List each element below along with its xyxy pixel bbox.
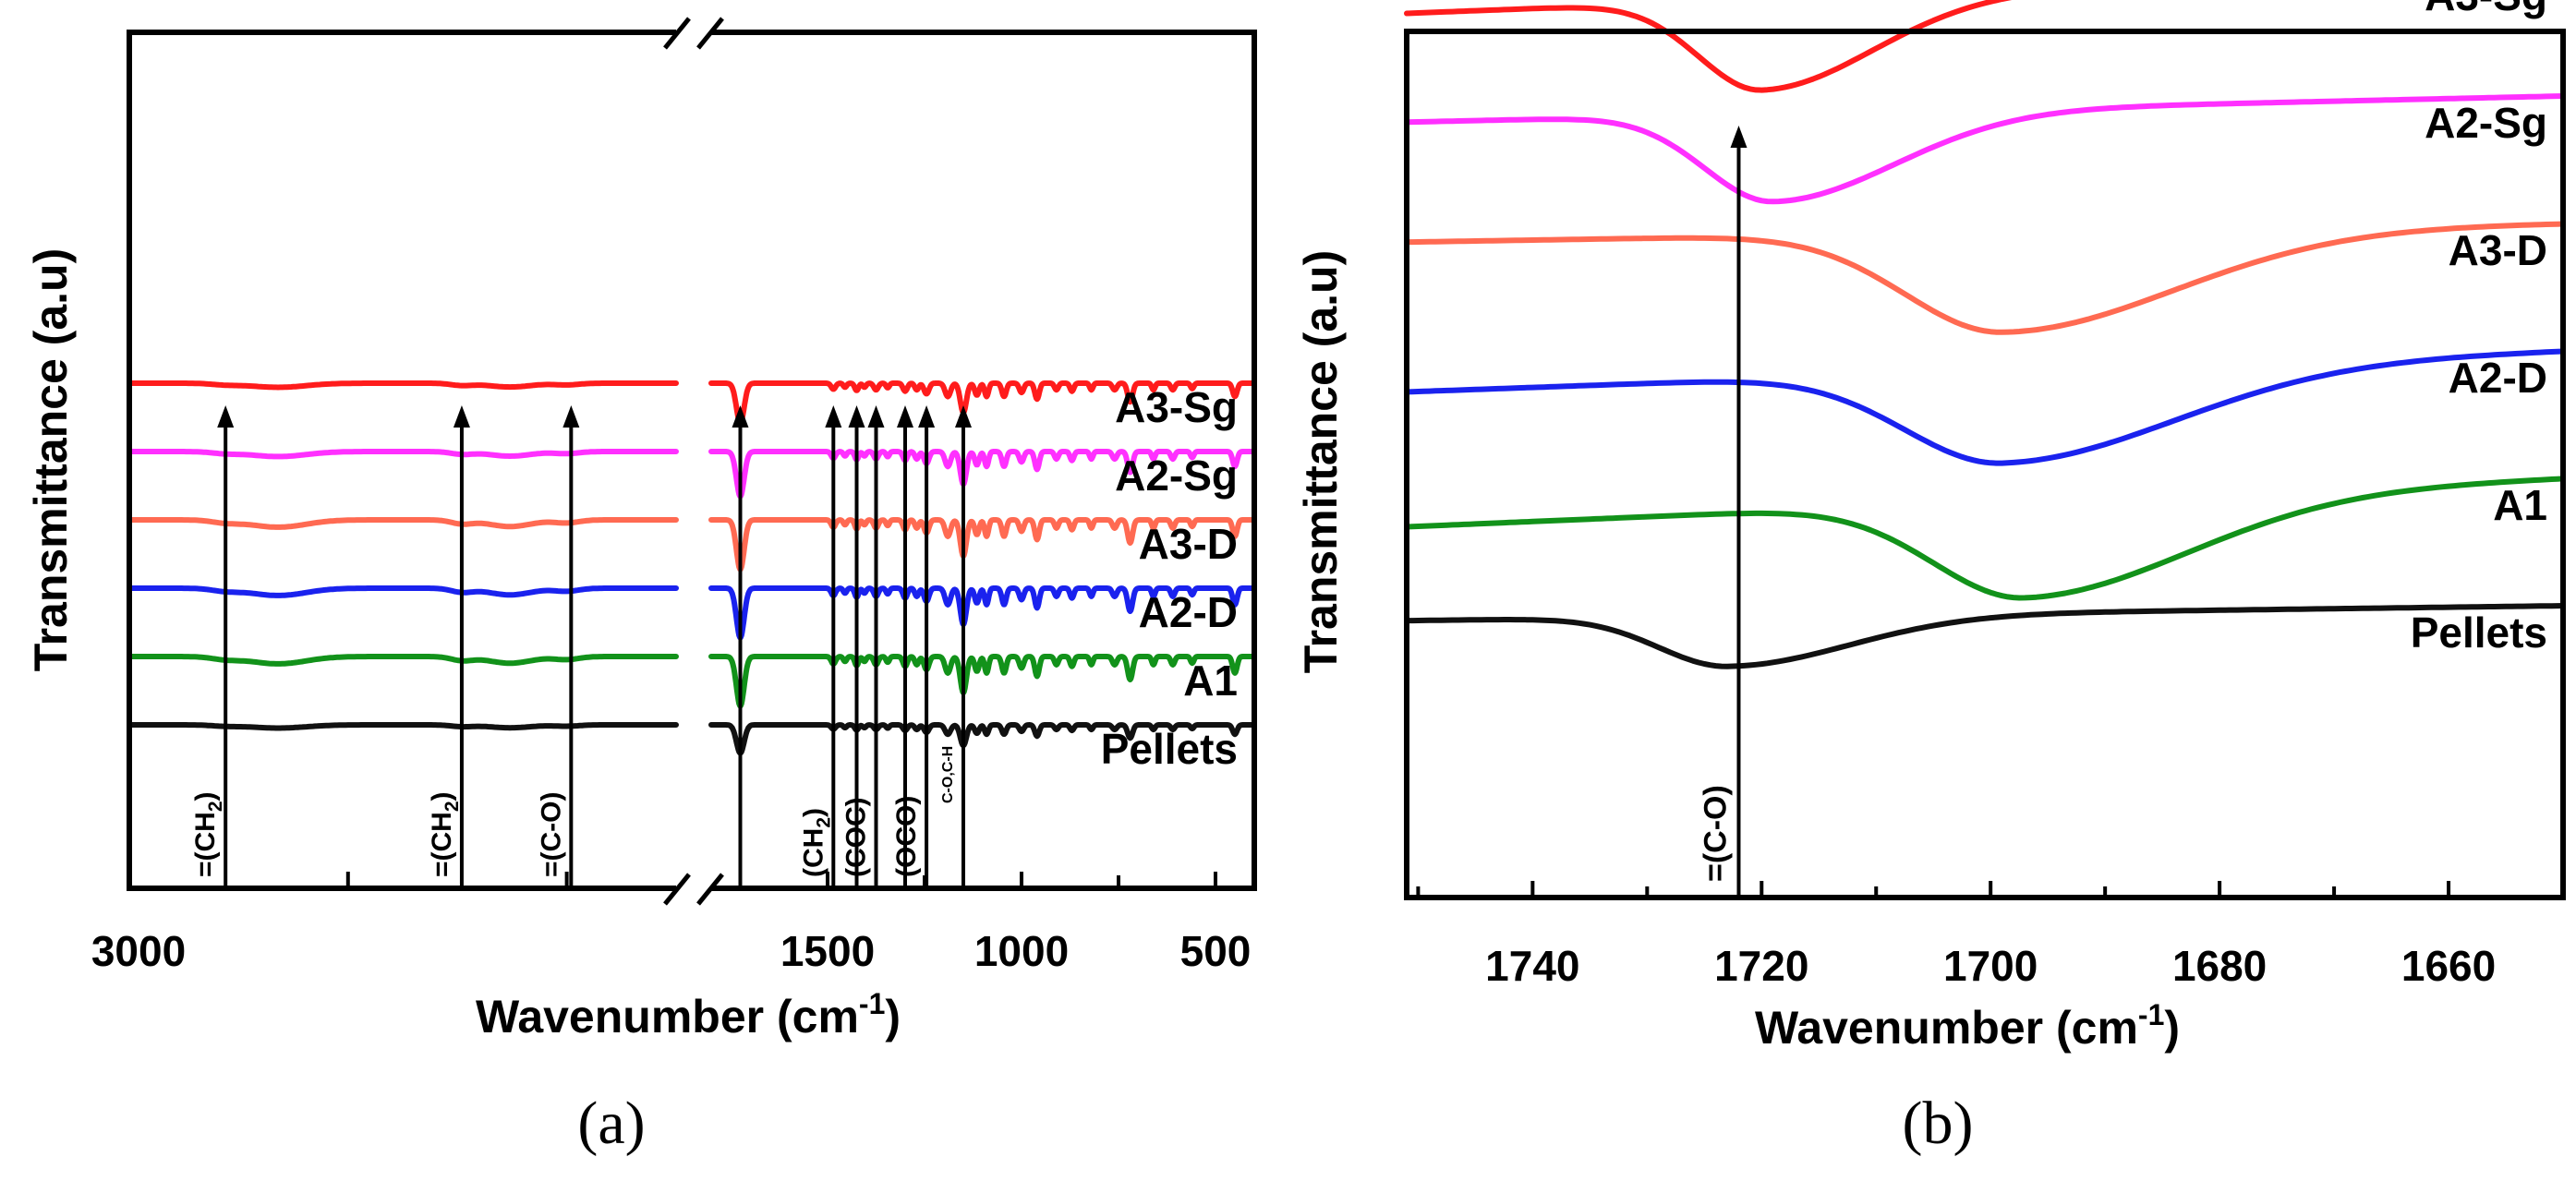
panel-a-label-a2-sg: A2-Sg (1115, 452, 1238, 500)
panel-a-marker-label: =(CH2) (190, 791, 226, 877)
panel-a-band-markers: =(CH2) =(CH2) =(C-O) (CH2) (COC) (OCO) C-O,C-H (190, 405, 972, 886)
panel-b-label-a2-sg: A2-Sg (2425, 99, 2547, 147)
panel-b-band-markers: =(C-O) (1698, 126, 1748, 896)
panel-a-spectrum-pellets-fingerprint (708, 722, 1257, 756)
panel-a-label-a3-d: A3-D (1139, 520, 1238, 568)
panel-a-spectrum-a3-sg-fingerprint (708, 380, 1257, 427)
panel-a-caption: (a) (577, 1090, 645, 1157)
panel-a-x-axis-title: Wavenumber (cm-1) (476, 987, 901, 1042)
panel-a-marker-arrowhead (918, 405, 936, 428)
panel-b-label-a3-sg: A3-Sg (2425, 0, 2547, 19)
panel-a-marker-label: =(CH2) (427, 791, 463, 877)
panel-b-label-a1: A1 (2493, 481, 2547, 529)
panel-b-tick-label-1680: 1680 (2172, 942, 2267, 990)
panel-a-label-a3-sg: A3-Sg (1115, 383, 1238, 431)
panel-b-caption: (b) (1903, 1090, 1974, 1157)
panel-a-spectrum-pellets-low-range (127, 722, 679, 731)
panel-a-spectrum-a2-d-fingerprint (708, 585, 1257, 641)
panel-b-spectrum-a3-sg (1404, 0, 2013, 93)
panel-a-spectrum-a2-d-low-range (127, 585, 679, 598)
panel-a-spectrum-a1-low-range (127, 654, 679, 667)
panel-a-marker-label: C-O,C-H (940, 746, 956, 803)
panel-a-label-pellets: Pellets (1101, 725, 1238, 773)
panel-a-marker-arrowhead (955, 405, 972, 428)
panel-a-tick-label-500: 500 (1180, 927, 1252, 975)
panel-b-tick-label-1660: 1660 (2401, 942, 2496, 990)
panel-b-x-ticks: 1740 1720 1700 1680 1660 (1416, 881, 2565, 990)
panel-a-marker-arrowhead (217, 405, 235, 428)
panel-b-marker-label: =(C-O) (1698, 785, 1733, 882)
panel-a: =(CH2) =(CH2) =(C-O) (CH2) (COC) (OCO) C-O,C-H… (25, 17, 1257, 1157)
panel-a-marker-label: =(C-O) (536, 792, 566, 878)
panel-a-spectrum-a3-d-fingerprint (708, 517, 1257, 572)
panel-a-label-a1: A1 (1183, 657, 1238, 705)
panel-a-marker-label: (CH2) (798, 808, 834, 877)
panel-a-spectrum-a1-fingerprint (708, 654, 1257, 709)
panel-b-spectrum-a2-sg (1404, 93, 2566, 205)
panel-b-spectrum-a3-d (1404, 221, 2566, 335)
panel-b-spectrum-a2-d (1404, 348, 2566, 466)
panel-b-label-a3-d: A3-D (2449, 226, 2547, 274)
panel-a-tick-label-1000: 1000 (974, 927, 1069, 975)
panel-b-x-axis-title: Wavenumber (cm-1) (1755, 998, 2180, 1054)
panel-a-x-ticks: 3000 1500 1000 500 (91, 872, 1252, 975)
panel-b-tick-label-1720: 1720 (1714, 942, 1808, 990)
panel-a-spectrum-a2-sg-low-range (127, 449, 679, 460)
panel-a-marker-arrowhead (825, 405, 842, 428)
panel-b-series-labels: A3-Sg A2-Sg A3-D A2-D A1 Pellets (2411, 0, 2547, 657)
panel-a-marker-arrowhead (897, 405, 913, 428)
panel-b-y-axis-title: Transmittance (a.u) (1295, 250, 1347, 673)
panel-b-label-pellets: Pellets (2411, 609, 2547, 657)
panel-b-tick-label-1700: 1700 (1943, 942, 2038, 990)
panel-b-frame (1404, 29, 2566, 900)
panel-a-marker-arrowhead (732, 405, 749, 428)
panel-a-spectrum-a2-sg-fingerprint (708, 449, 1257, 500)
panel-b-spectra (1404, 0, 2566, 669)
axis-break-symbol-top (663, 17, 724, 50)
panel-a-marker-arrowhead (867, 405, 885, 428)
panel-b-marker-arrowhead (1730, 126, 1748, 148)
panel-a-tick-label-3000: 3000 (91, 927, 186, 975)
panel-a-marker-arrowhead (848, 405, 865, 428)
axis-break-symbol-bottom (663, 873, 724, 906)
panel-b-label-a2-d: A2-D (2449, 354, 2547, 402)
panel-a-marker-arrowhead (562, 405, 580, 428)
panel-a-marker-label: (COC) (841, 797, 872, 877)
panel-a-spectrum-a3-d-low-range (127, 517, 679, 530)
panel-a-marker-label: (OCO) (891, 796, 922, 877)
panel-a-label-a2-d: A2-D (1139, 588, 1238, 636)
panel-a-series-labels: A3-Sg A2-Sg A3-D A2-D A1 Pellets (1101, 383, 1238, 773)
panel-a-frame (127, 30, 1257, 891)
panel-a-spectrum-a3-sg-low-range (127, 380, 679, 391)
panel-a-tick-label-1500: 1500 (780, 927, 875, 975)
panel-a-marker-arrowhead (453, 405, 470, 428)
panel-b-spectrum-a1 (1404, 476, 2566, 601)
panel-b-spectrum-pellets (1404, 603, 2566, 669)
panel-a-y-axis-title: Transmittance (a.u) (25, 248, 77, 671)
panel-b-tick-label-1740: 1740 (1485, 942, 1579, 990)
panel-a-spectra (127, 380, 1257, 756)
